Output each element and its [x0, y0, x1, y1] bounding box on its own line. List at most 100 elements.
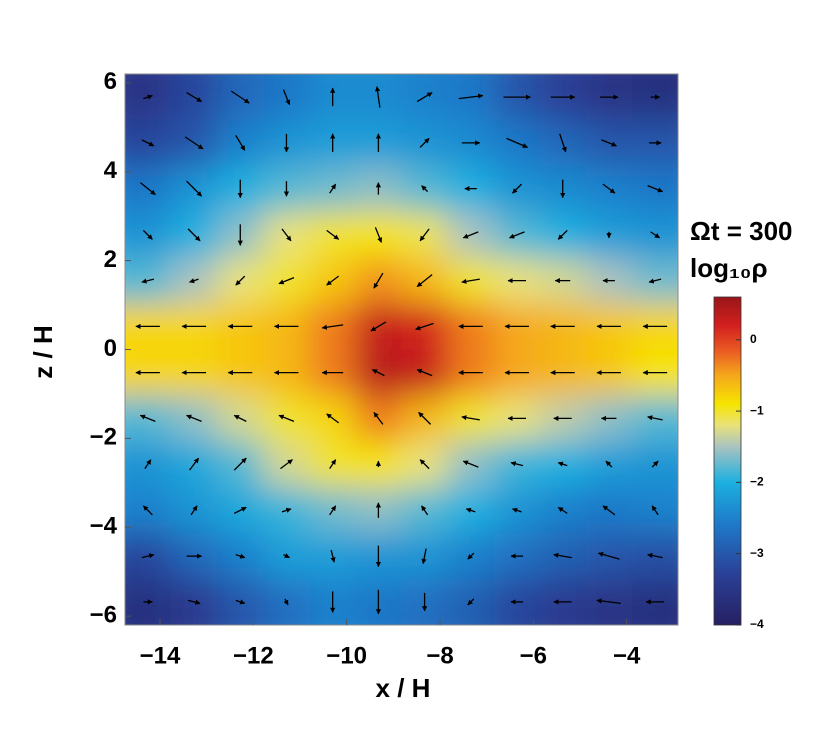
vector-arrow: [187, 228, 201, 242]
vector-arrow: [280, 459, 293, 470]
heat-cell: [170, 74, 218, 121]
vector-arrow: [186, 92, 203, 103]
vector-arrow: [559, 133, 567, 153]
vector-arrow: [329, 183, 337, 194]
vector-arrow: [139, 414, 156, 422]
y-axis-label: z / H: [28, 325, 58, 378]
vector-arrow: [512, 507, 522, 513]
vector-arrow: [651, 460, 659, 468]
heat-cell: [585, 74, 633, 121]
x-tick-label: −8: [426, 642, 453, 669]
heat-cell: [632, 441, 678, 488]
vector-arrow: [510, 461, 524, 467]
vector-arrow: [421, 548, 427, 565]
heat-cell: [632, 487, 678, 534]
vector-arrow: [461, 278, 480, 284]
vector-arrow: [143, 94, 153, 100]
vector-arrow: [601, 139, 617, 147]
vector-arrow: [233, 414, 247, 422]
y-tick-label: −6: [90, 601, 117, 628]
vector-field: [135, 86, 668, 615]
y-tick-label: −4: [90, 513, 118, 540]
colorbar-tick-label: −3: [750, 546, 764, 560]
vector-arrow: [230, 90, 250, 104]
heat-cell: [309, 74, 357, 121]
vector-arrow: [190, 505, 198, 516]
colorbar-tick-label: −2: [750, 475, 764, 489]
vector-arrow: [281, 507, 292, 513]
heat-cell: [447, 74, 495, 121]
heat-cell: [632, 74, 678, 121]
colorbar: [713, 296, 742, 626]
x-tick-label: −4: [613, 642, 641, 669]
heatmap: [125, 74, 678, 625]
heat-cell: [493, 74, 541, 121]
heat-cell: [125, 533, 172, 580]
vector-arrow: [596, 598, 622, 605]
y-tick-label: 6: [104, 68, 117, 95]
vector-arrow: [421, 185, 429, 193]
vector-arrow: [419, 459, 430, 470]
heat-cell: [355, 74, 402, 121]
vector-arrow: [557, 461, 568, 467]
vector-arrow: [235, 135, 246, 151]
vector-arrow: [465, 507, 476, 513]
colorbar-tick-label: 0: [750, 332, 757, 346]
vector-arrow: [462, 231, 479, 239]
vector-arrow: [141, 278, 155, 284]
vector-arrow: [326, 229, 340, 240]
heat-cell: [401, 74, 449, 121]
vector-arrow: [416, 274, 433, 288]
vector-arrow: [374, 86, 381, 108]
y-tick-label: −2: [90, 424, 117, 451]
vector-arrow: [278, 277, 295, 285]
vector-arrow: [189, 457, 200, 471]
vector-arrow: [186, 180, 203, 197]
vector-arrow: [233, 457, 247, 471]
vector-arrow: [278, 414, 295, 422]
vector-arrow: [282, 89, 291, 106]
vector-arrow: [416, 368, 433, 377]
vector-arrow: [650, 231, 661, 239]
vector-arrow: [647, 185, 664, 193]
vector-arrow: [144, 459, 152, 470]
vector-arrow: [142, 505, 153, 516]
y-tick-label: 0: [104, 335, 117, 362]
vector-arrow: [330, 549, 336, 563]
vector-arrow: [418, 411, 432, 425]
vector-arrow: [553, 552, 572, 559]
y-tick-label: 2: [104, 246, 117, 273]
vector-arrow: [512, 183, 522, 194]
vector-arrow: [647, 552, 663, 559]
vector-arrow: [647, 415, 663, 421]
vector-arrow: [189, 278, 199, 284]
colorbar-tick-label: −1: [750, 403, 764, 417]
vector-arrow: [326, 275, 340, 286]
vector-arrow: [557, 229, 568, 240]
vector-arrow: [233, 506, 247, 514]
vector-arrow: [509, 231, 525, 239]
heat-cell: [632, 533, 678, 580]
colorbar-label: log₁₀ρ: [690, 253, 768, 283]
vector-arrow: [329, 505, 337, 516]
vector-arrow: [329, 459, 337, 470]
vector-arrow: [602, 505, 616, 516]
vector-arrow: [371, 369, 385, 377]
heat-cell: [539, 74, 587, 121]
vector-arrow: [415, 322, 434, 331]
x-tick-label: −12: [233, 642, 274, 669]
heat-cell: [217, 74, 264, 121]
vector-arrow: [141, 139, 155, 147]
cells: [125, 74, 678, 625]
vector-arrow: [506, 137, 528, 148]
vector-arrow: [235, 599, 246, 605]
heat-cell: [632, 579, 678, 625]
vector-arrow: [235, 275, 246, 286]
vector-arrow: [597, 551, 620, 560]
vector-arrow: [651, 505, 659, 516]
vector-arrow: [142, 229, 153, 240]
vector-arrow: [141, 553, 155, 559]
vector-arrow: [416, 92, 433, 103]
vector-arrow: [373, 272, 384, 289]
vector-arrow: [462, 460, 479, 468]
